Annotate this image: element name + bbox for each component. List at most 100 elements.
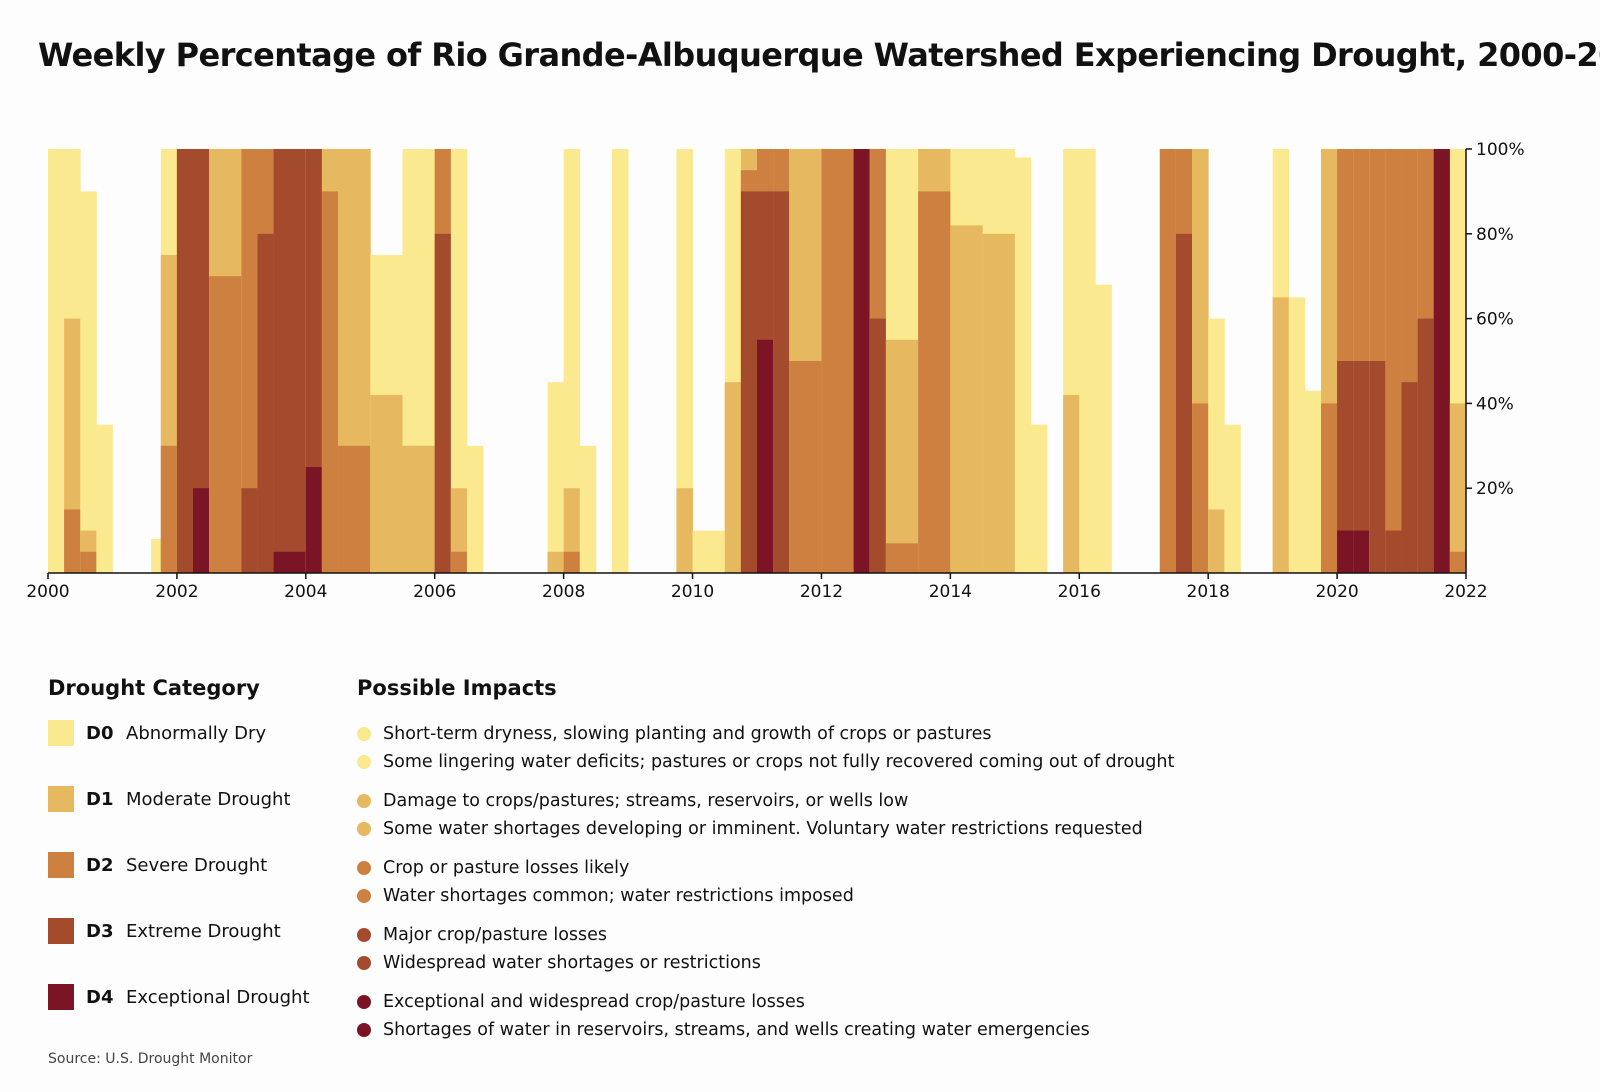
bar-d4-65 xyxy=(1433,149,1451,573)
impact-text: Water shortages common; water restrictio… xyxy=(383,886,854,906)
y-tick-label: 100% xyxy=(1476,140,1525,160)
bar-d3-33 xyxy=(773,191,790,573)
bar-d4-36 xyxy=(853,149,871,573)
bar-d3-60 xyxy=(1353,361,1370,573)
bar-d0-22 xyxy=(547,382,565,573)
bar-d0-19 xyxy=(450,149,468,573)
bar-d0-20 xyxy=(466,445,484,573)
chart-axes: 2000 2002 2004 2006 2008 2010 2012 2014 2016 2018… xyxy=(26,140,1524,602)
bar-d1-40 xyxy=(950,225,983,573)
bar-d1-55 xyxy=(1272,297,1290,573)
impact-text: Some lingering water deficits; pastures … xyxy=(383,752,1175,772)
legend-item-d4: D4 Exceptional Drought xyxy=(48,984,310,1010)
impact-group-d4: Exceptional and widespread crop/pasture … xyxy=(357,988,1174,1044)
impact-group-d0: Short-term dryness, slowing planting and… xyxy=(357,720,1174,776)
legend-item-d1: D1 Moderate Drought xyxy=(48,786,310,812)
bar-d2-10 xyxy=(241,149,258,573)
bar-d0-3 xyxy=(96,424,113,573)
bar-d1-38 xyxy=(885,339,919,573)
bar-d3-62 xyxy=(1385,530,1402,573)
bar-d3-10 xyxy=(241,488,258,573)
y-tick-label: 80% xyxy=(1476,225,1514,245)
x-tick-label: 2008 xyxy=(542,582,585,602)
impact-text: Short-term dryness, slowing planting and… xyxy=(383,724,992,744)
bar-d2-38 xyxy=(885,543,919,573)
x-tick-label: 2010 xyxy=(671,582,714,602)
drought-bars xyxy=(48,149,1467,574)
bar-d2-66 xyxy=(1449,551,1467,573)
legend-label: Severe Drought xyxy=(126,854,268,876)
legend-code: D2 xyxy=(86,854,114,876)
impact-item: Water shortages common; water restrictio… xyxy=(357,882,1174,910)
bar-d1-16 xyxy=(370,394,403,573)
bar-d0-26 xyxy=(611,149,629,573)
x-tick-label: 2022 xyxy=(1444,582,1487,602)
bar-d0-56 xyxy=(1288,297,1306,573)
impact-group-d3: Major crop/pasture losses Widespread wate… xyxy=(357,921,1174,977)
impact-item: Short-term dryness, slowing planting and… xyxy=(357,720,1174,748)
bar-d1-22 xyxy=(547,551,565,573)
bar-d2-62 xyxy=(1385,149,1402,573)
bar-d2-9 xyxy=(209,276,242,573)
bar-d0-2 xyxy=(80,191,97,573)
bar-d3-8 xyxy=(193,149,210,573)
bar-d0-23 xyxy=(563,149,581,573)
bar-d2-14 xyxy=(321,191,339,573)
x-tick-label: 2014 xyxy=(929,582,972,602)
impact-text: Some water shortages developing or immin… xyxy=(383,819,1143,839)
bar-d4-59 xyxy=(1337,530,1354,573)
bar-d3-37 xyxy=(869,318,887,573)
bar-d3-64 xyxy=(1417,318,1435,573)
x-tick-label: 2000 xyxy=(26,582,69,602)
bar-d0-46 xyxy=(1079,149,1096,573)
legend-label: Extreme Drought xyxy=(126,920,281,942)
impact-item: Damage to crops/pastures; streams, reser… xyxy=(357,787,1174,815)
source-note: Source: U.S. Drought Monitor xyxy=(48,1051,253,1067)
legend-swatch xyxy=(48,852,74,878)
impact-item: Major crop/pasture losses xyxy=(357,921,1174,949)
bar-d2-34 xyxy=(789,361,822,573)
impact-text: Major crop/pasture losses xyxy=(383,925,608,945)
impact-item: Some water shortages developing or immin… xyxy=(357,815,1174,843)
impact-item: Shortages of water in reservoirs, stream… xyxy=(357,1016,1174,1044)
possible-impacts-legend: Possible Impacts Short-term dryness, slo… xyxy=(357,676,1174,1055)
impact-text: Exceptional and widespread crop/pasture … xyxy=(383,992,805,1012)
x-tick-label: 2006 xyxy=(413,582,456,602)
bar-d2-1 xyxy=(64,509,81,573)
impact-dot xyxy=(357,956,371,970)
bar-d0-5 xyxy=(151,539,162,573)
bar-d2-49 xyxy=(1159,149,1177,573)
legend-swatch xyxy=(48,918,74,944)
bar-d0-53 xyxy=(1224,424,1241,573)
bar-d4-12 xyxy=(273,551,307,573)
impact-item: Exceptional and widespread crop/pasture … xyxy=(357,988,1174,1016)
bar-d3-63 xyxy=(1401,382,1419,573)
bar-d3-59 xyxy=(1337,361,1354,573)
impact-dot xyxy=(357,861,371,875)
y-tick-label: 60% xyxy=(1476,310,1514,330)
y-tick-label: 20% xyxy=(1476,479,1514,499)
impact-dot xyxy=(357,794,371,808)
drought-category-legend: Drought Category D0 Abnormally Dry D1 Moder… xyxy=(48,676,310,1050)
legend-code: D3 xyxy=(86,920,114,942)
chart-title: Weekly Percentage of Rio Grande-Albuquer… xyxy=(38,36,1600,74)
bar-d3-61 xyxy=(1369,361,1386,573)
bar-d2-35 xyxy=(821,149,855,573)
impact-dot xyxy=(357,755,371,769)
legend-code: D4 xyxy=(86,986,114,1008)
impact-text: Damage to crops/pastures; streams, reser… xyxy=(383,791,909,811)
bar-d1-41 xyxy=(982,233,1016,574)
bar-d4-13 xyxy=(305,467,323,573)
impact-dot xyxy=(357,1023,371,1037)
legend-swatch xyxy=(48,720,74,746)
legend-label: Exceptional Drought xyxy=(126,986,310,1008)
bar-d2-51 xyxy=(1192,403,1209,573)
impact-dot xyxy=(357,928,371,942)
impact-group-d2: Crop or pasture losses likely Water short… xyxy=(357,854,1174,910)
bar-d0-24 xyxy=(579,445,597,573)
impact-item: Crop or pasture losses likely xyxy=(357,854,1174,882)
bar-d2-19 xyxy=(450,551,468,573)
bar-d1-30 xyxy=(724,382,742,573)
legend-item-d2: D2 Severe Drought xyxy=(48,852,310,878)
bar-d2-58 xyxy=(1320,403,1338,573)
